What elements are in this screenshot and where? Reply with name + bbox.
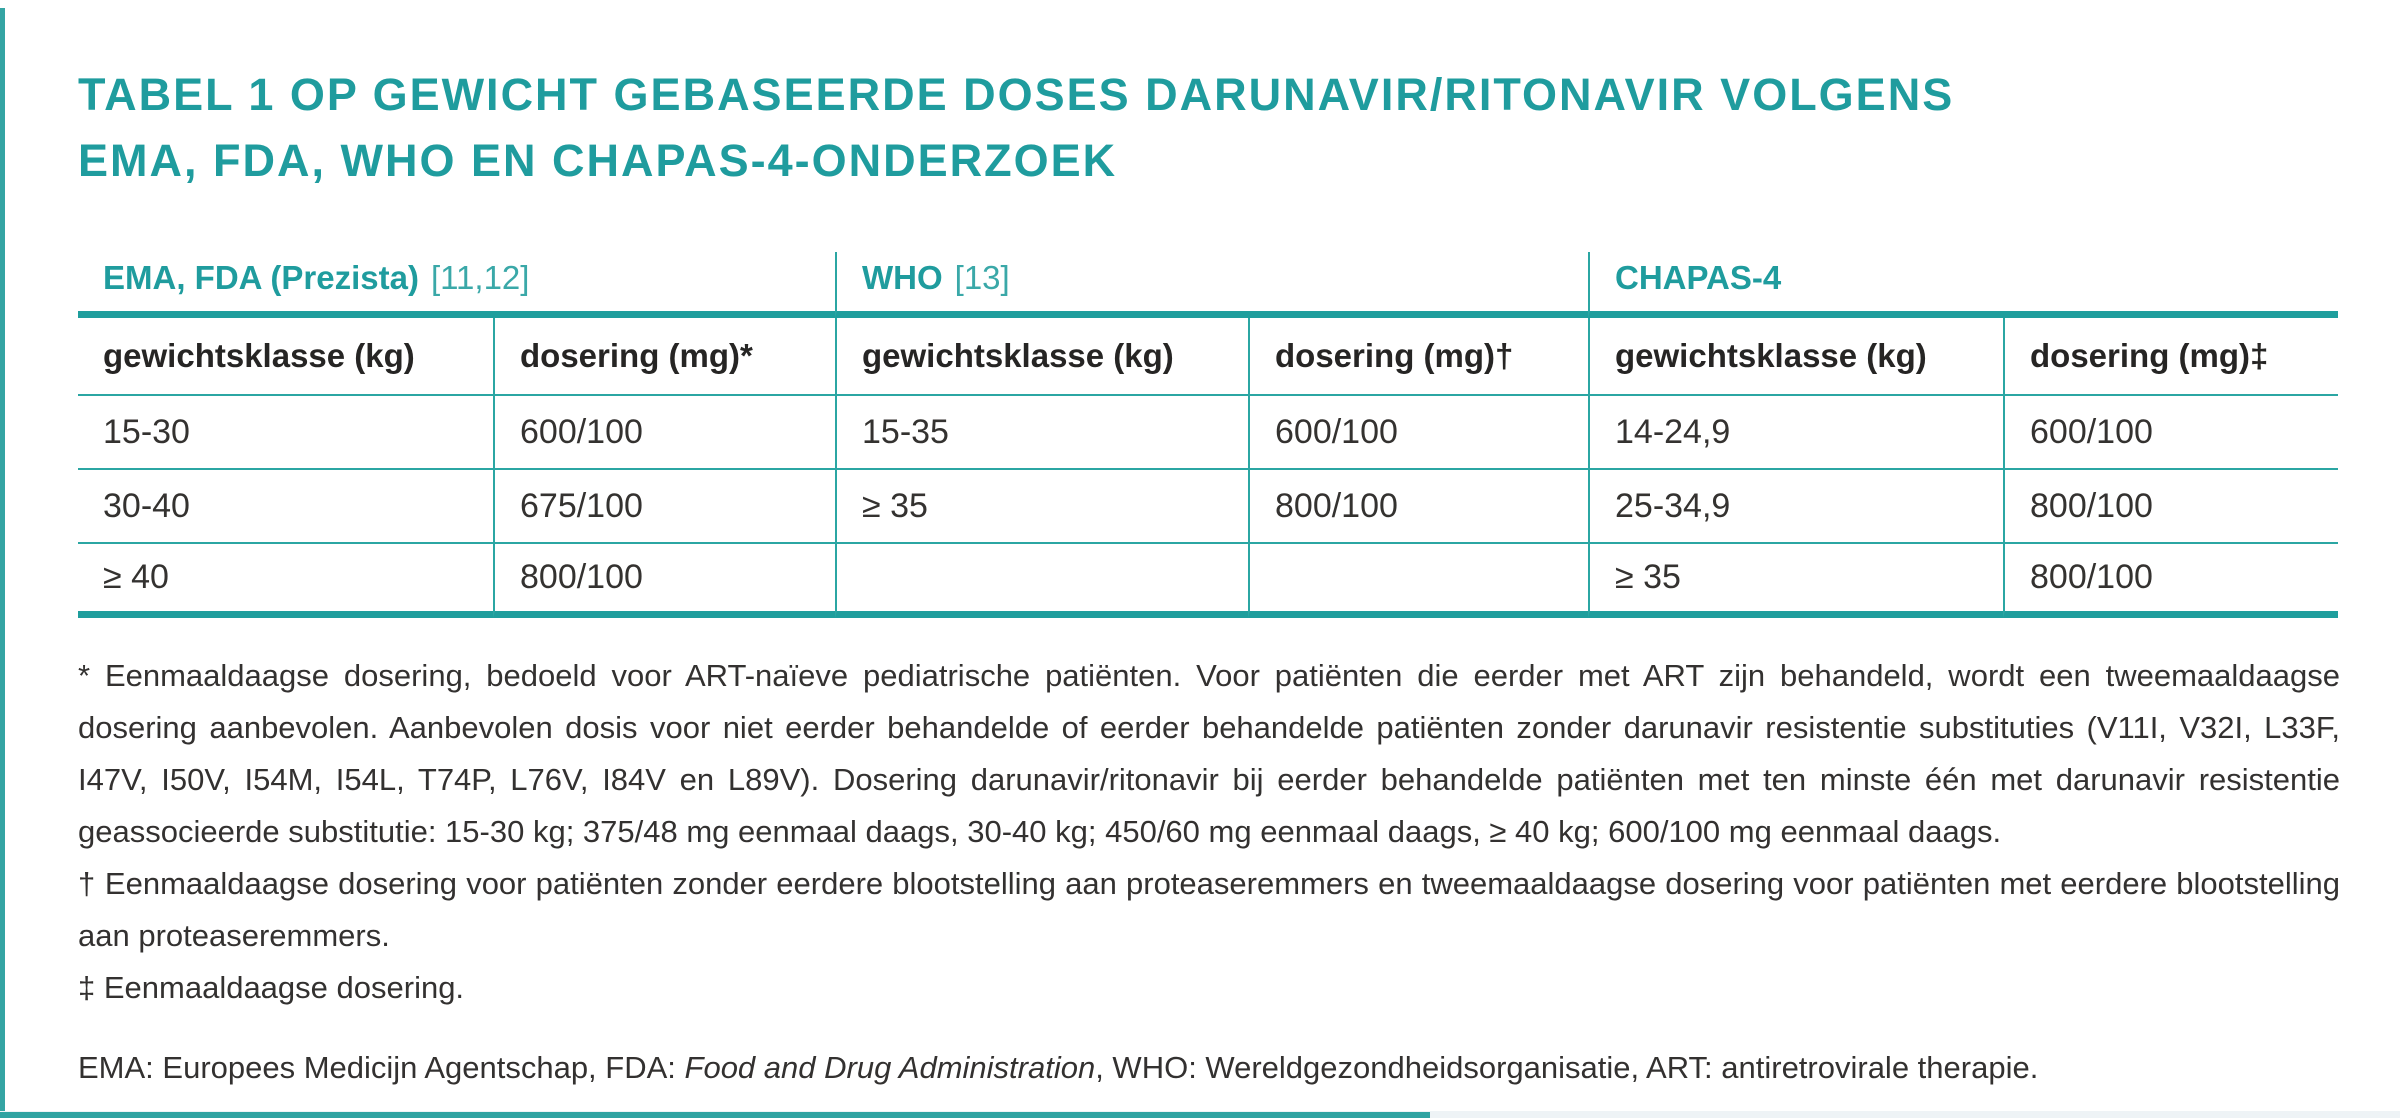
col-header-weight-chapas4: gewichtsklasse (kg) [1588, 318, 2003, 396]
col-header-dose-chapas4: dosering (mg)‡ [2003, 318, 2338, 396]
footnote-star: * Eenmaaldaagse dosering, bedoeld voor A… [78, 658, 2340, 849]
cell-ema-dose-1: 600/100 [493, 396, 835, 470]
table-title-line1: TABEL 1 OP GEWICHT GEBASEERDE DOSES DARU… [78, 69, 1955, 120]
page-bottom-accent-line [0, 1112, 1430, 1118]
cell-chapas4-dose-3: 800/100 [2003, 544, 2338, 618]
page-left-accent-line [0, 8, 5, 1118]
group-ref-who: [13] [954, 259, 1010, 296]
content-area: TABEL 1 OP GEWICHT GEBASEERDE DOSES DARU… [78, 62, 2340, 1094]
col-header-dose-ema: dosering (mg)* [493, 318, 835, 396]
group-header-who: WHO [13] [835, 252, 1588, 318]
abbrev-fda-italic: Food and Drug Administration [684, 1050, 1096, 1085]
abbrev-prefix: EMA: Europees Medicijn Agentschap, FDA: [78, 1050, 685, 1085]
dosing-table: EMA, FDA (Prezista) [11,12] WHO [13] CHA… [78, 252, 2338, 618]
footnote-double-dagger: ‡ Eenmaaldaagse dosering. [78, 970, 465, 1005]
group-label-who: WHO [862, 259, 943, 296]
group-header-chapas4: CHAPAS-4 [1588, 252, 2338, 318]
cell-who-dose-3 [1248, 544, 1588, 618]
cell-who-weight-3 [835, 544, 1248, 618]
table-title: TABEL 1 OP GEWICHT GEBASEERDE DOSES DARU… [78, 62, 2336, 194]
cell-who-dose-2: 800/100 [1248, 470, 1588, 544]
cell-who-weight-2: ≥ 35 [835, 470, 1248, 544]
col-header-weight-ema: gewichtsklasse (kg) [78, 318, 493, 396]
cell-chapas4-weight-2: 25-34,9 [1588, 470, 2003, 544]
cell-ema-weight-1: 15-30 [78, 396, 493, 470]
group-label-ema-fda: EMA, FDA (Prezista) [103, 259, 419, 296]
cell-ema-weight-3: ≥ 40 [78, 544, 493, 618]
cell-ema-weight-2: 30-40 [78, 470, 493, 544]
abbreviations-line: EMA: Europees Medicijn Agentschap, FDA: … [78, 1042, 2340, 1094]
footnote-dagger: † Eenmaaldaagse dosering voor patiënten … [78, 866, 2340, 953]
table-title-line2: EMA, FDA, WHO EN CHAPAS-4-ONDERZOEK [78, 135, 1118, 186]
cell-who-weight-1: 15-35 [835, 396, 1248, 470]
cell-ema-dose-3: 800/100 [493, 544, 835, 618]
cell-ema-dose-2: 675/100 [493, 470, 835, 544]
cell-chapas4-dose-1: 600/100 [2003, 396, 2338, 470]
group-ref-ema-fda: [11,12] [430, 259, 530, 296]
footnotes-block: * Eenmaaldaagse dosering, bedoeld voor A… [78, 650, 2340, 1094]
group-header-ema-fda: EMA, FDA (Prezista) [11,12] [78, 252, 835, 318]
abbrev-suffix: , WHO: Wereldgezondheidsorganisatie, ART… [1095, 1050, 2039, 1085]
cell-who-dose-1: 600/100 [1248, 396, 1588, 470]
cell-chapas4-weight-1: 14-24,9 [1588, 396, 2003, 470]
col-header-dose-who: dosering (mg)† [1248, 318, 1588, 396]
col-header-weight-who: gewichtsklasse (kg) [835, 318, 1248, 396]
cell-chapas4-weight-3: ≥ 35 [1588, 544, 2003, 618]
cell-chapas4-dose-2: 800/100 [2003, 470, 2338, 544]
group-label-chapas4: CHAPAS-4 [1615, 259, 1782, 296]
